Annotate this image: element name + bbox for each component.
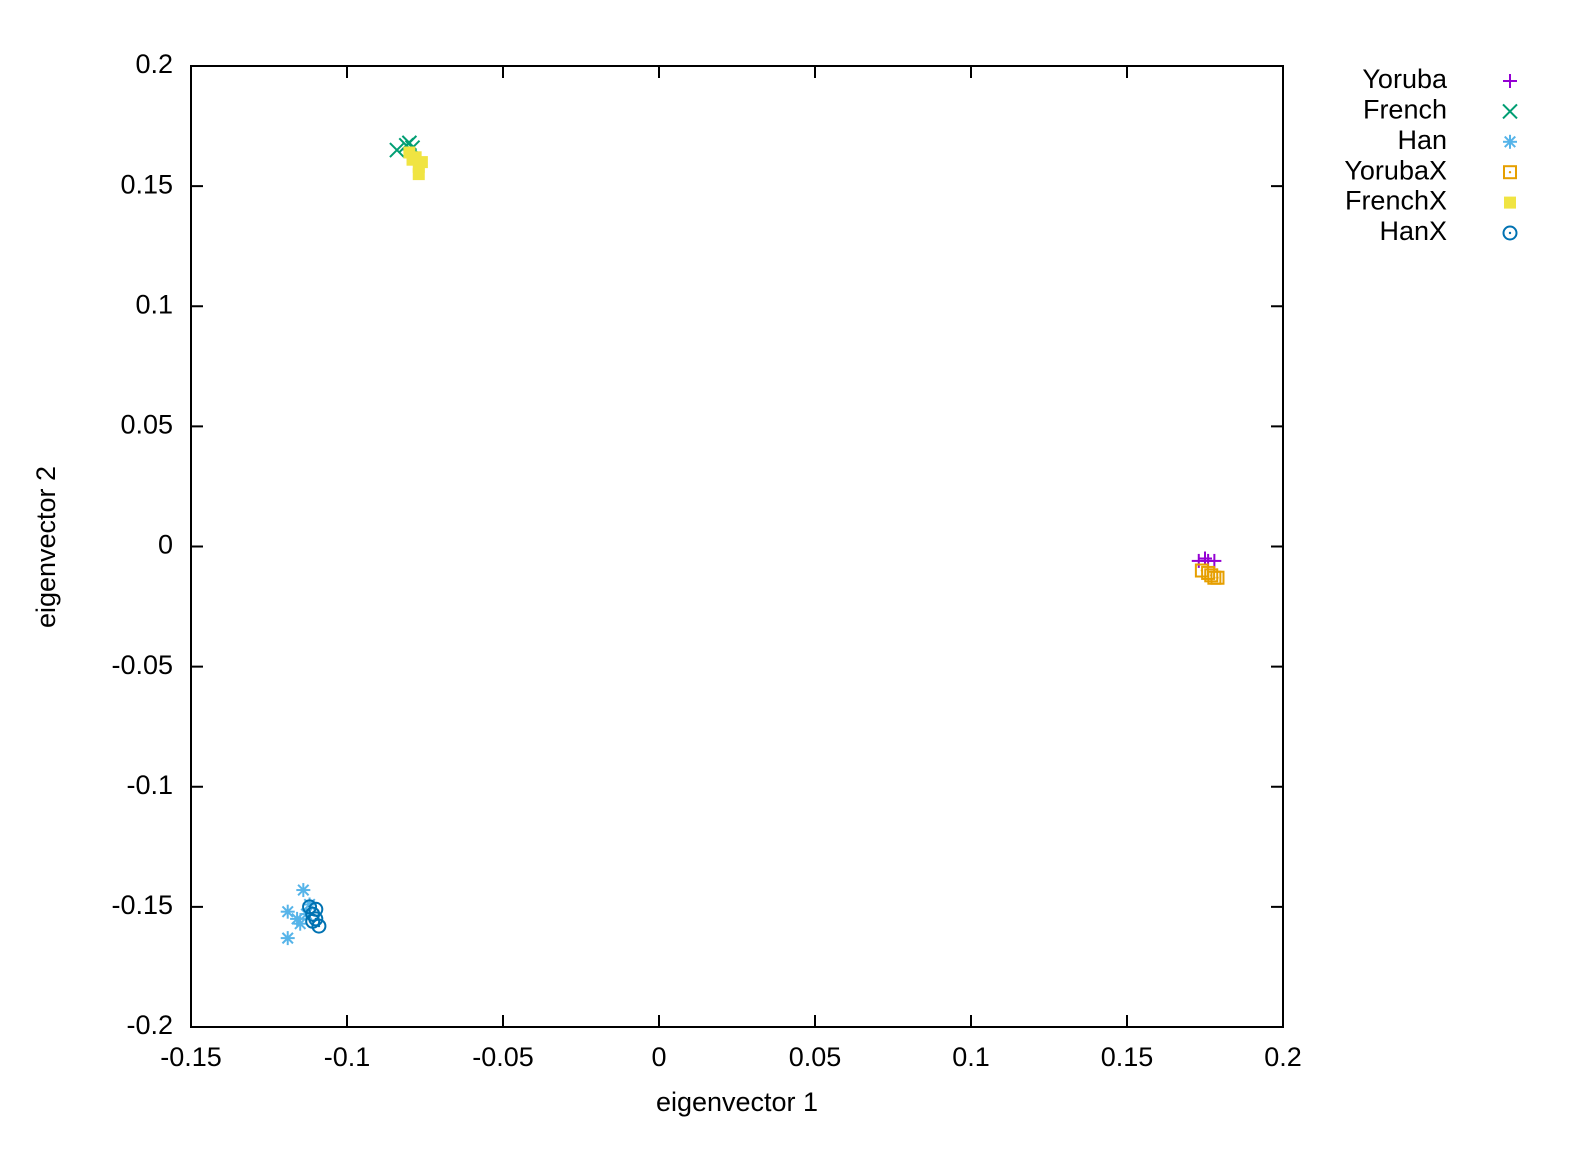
x-tick-label: 0.1 — [952, 1042, 990, 1072]
marker-dot — [1213, 576, 1216, 579]
point — [293, 916, 308, 931]
point — [1198, 551, 1212, 566]
point — [296, 883, 311, 898]
y-tick-label: -0.05 — [111, 650, 173, 680]
point — [1210, 570, 1225, 585]
marker-stroke — [297, 884, 310, 897]
marker-shape — [308, 901, 324, 917]
marker-dot — [1216, 576, 1219, 579]
x-tick-label: 0 — [651, 1042, 666, 1072]
marker-shape — [406, 153, 419, 166]
legend-marker — [1502, 225, 1518, 241]
legend-label: French — [1363, 95, 1447, 125]
point — [280, 904, 295, 919]
y-tick-label: -0.2 — [126, 1010, 173, 1040]
marker-shape — [1210, 570, 1225, 585]
legend-marker — [1504, 196, 1516, 209]
marker-shape — [308, 911, 324, 927]
x-tick-label: 0.2 — [1264, 1042, 1302, 1072]
y-axis-label: eigenvector 2 — [31, 466, 61, 628]
marker-dot — [311, 920, 314, 923]
y-tick-label: 0.15 — [120, 169, 173, 199]
x-tick-label: 0.05 — [789, 1042, 842, 1072]
x-tick-label: -0.05 — [472, 1042, 534, 1072]
point — [389, 142, 405, 158]
marker-shape — [1504, 196, 1516, 209]
marker-stroke — [281, 905, 294, 918]
plot-frame — [190, 65, 1284, 1028]
legend-label: FrenchX — [1345, 186, 1447, 216]
legend-marker — [1502, 103, 1518, 120]
marker-stroke — [1504, 135, 1516, 148]
marker-stroke — [294, 917, 307, 930]
y-tick-label: 0.1 — [135, 289, 173, 319]
point — [406, 153, 419, 166]
point — [1207, 553, 1222, 568]
marker-shape — [415, 156, 428, 169]
marker-stroke — [389, 142, 405, 158]
y-tick-label: -0.1 — [126, 770, 173, 800]
point — [280, 931, 295, 946]
y-tick-label: 0 — [158, 530, 173, 560]
legend-label: Han — [1397, 125, 1447, 155]
marker-stroke — [291, 912, 304, 925]
legend-label: YorubaX — [1344, 155, 1447, 185]
marker-stroke — [281, 932, 294, 945]
point — [415, 156, 428, 169]
legend-label: HanX — [1379, 216, 1447, 246]
y-tick-label: 0.2 — [135, 49, 173, 79]
y-tick-label: -0.15 — [111, 890, 173, 920]
marker-shape — [1502, 225, 1518, 241]
x-tick-label: -0.1 — [324, 1042, 371, 1072]
marker-stroke — [1502, 103, 1518, 120]
x-axis-label: eigenvector 1 — [656, 1087, 818, 1117]
marker-dot — [314, 908, 317, 911]
legend-marker — [1503, 74, 1517, 88]
x-tick-label: -0.15 — [160, 1042, 222, 1072]
legend-marker — [1503, 165, 1517, 180]
legend-label: Yoruba — [1362, 64, 1448, 94]
marker-shape — [412, 168, 425, 181]
y-tick-label: 0.05 — [120, 410, 173, 440]
marker-shape — [1503, 165, 1517, 180]
marker-dot — [1508, 231, 1512, 235]
point — [412, 168, 425, 181]
x-tick-label: 0.15 — [1101, 1042, 1154, 1072]
point — [308, 901, 324, 917]
marker-dot — [1508, 171, 1512, 174]
legend-marker — [1503, 134, 1517, 149]
